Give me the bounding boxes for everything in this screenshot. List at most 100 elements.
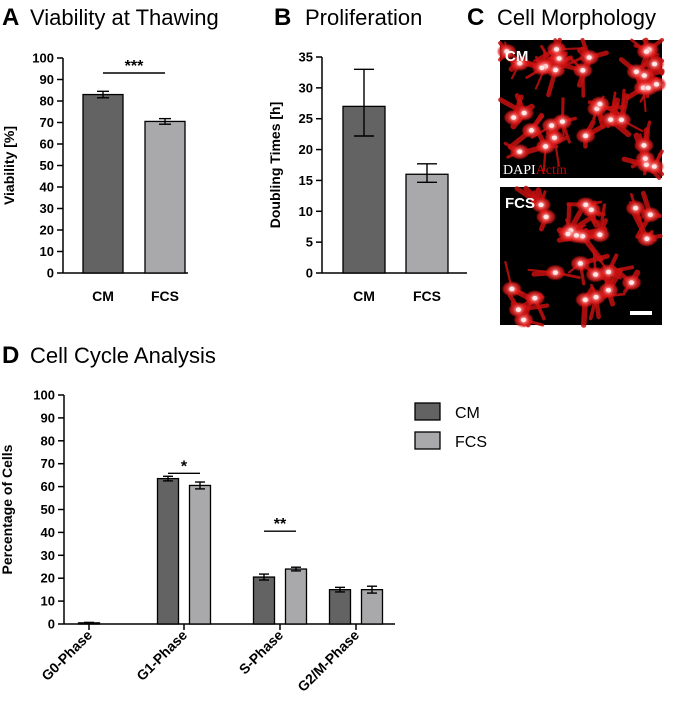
panel-a-title: Viability at Thawing [30, 5, 219, 30]
nucleus [552, 270, 559, 275]
chart-d-bar-fcs [360, 589, 384, 625]
chart-a-y-tick-label: 30 [40, 201, 54, 216]
nucleus [551, 135, 558, 141]
nucleus [632, 205, 639, 211]
chart-d-category-label: G0-Phase [38, 627, 95, 684]
panel-d-title: Cell Cycle Analysis [30, 343, 216, 368]
nucleus [553, 67, 559, 73]
chart-b-y-tick-label: 0 [306, 266, 313, 281]
nucleus [517, 149, 523, 155]
chart-d-y-tick-label: 70 [41, 456, 55, 471]
chart-d-significance-label: ** [274, 516, 287, 533]
nucleus [583, 202, 589, 208]
chart-d-bar-cm [328, 589, 352, 625]
nucleus [642, 156, 648, 161]
chart-d-y-tick-label: 100 [33, 388, 55, 403]
nucleus [647, 212, 653, 218]
nucleus [565, 231, 571, 237]
nucleus [559, 119, 566, 124]
chart-b-category-label: CM [353, 288, 375, 304]
chart-a-category-label: CM [92, 288, 114, 304]
nucleus [532, 295, 538, 301]
chart-d-y-tick-label: 80 [41, 433, 55, 448]
nucleus [641, 73, 647, 78]
nucleus [528, 128, 535, 133]
chart-d-bar-cm [252, 576, 276, 625]
chart-a-y-tick-label: 40 [40, 180, 54, 195]
chart-a-y-tick-label: 80 [40, 94, 54, 109]
chart-d-y-tick-label: 60 [41, 479, 55, 494]
nucleus [645, 85, 651, 91]
nucleus [580, 68, 586, 73]
chart-b-y-tick-label: 20 [299, 142, 313, 157]
chart-a-y-tick-label: 70 [40, 115, 54, 130]
chart-b-y-tick-label: 10 [299, 204, 313, 219]
chart-d-y-tick-label: 10 [41, 594, 55, 609]
nucleus [556, 56, 562, 61]
chart-d-y-tick-label: 30 [41, 548, 55, 563]
chart-b-y-tick-label: 15 [299, 173, 313, 188]
nucleus [641, 143, 647, 148]
chart-d-y-tick-label: 90 [41, 410, 55, 425]
panel-a-header: A Viability at Thawing [2, 4, 219, 31]
micrograph-stain-legend: DAPIActin [503, 163, 567, 178]
panel-a-letter: A [2, 4, 19, 31]
nucleus [509, 286, 515, 292]
chart-a-y-tick-label: 90 [40, 72, 54, 87]
nucleus [651, 61, 658, 67]
nucleus [511, 115, 517, 120]
chart-a-y-tick-label: 60 [40, 137, 54, 152]
chart-d-y-axis-label: Percentage of Cells [0, 444, 15, 574]
chart-b-proliferation: 0 5 10 15 20 25 30 35 Doubling Times [h] CM FCS [267, 50, 467, 304]
chart-d-legend-label-fcs: FCS [455, 434, 487, 451]
nucleus [643, 49, 650, 54]
nucleus [577, 261, 584, 266]
chart-d-y-tick-label: 40 [41, 525, 55, 540]
panel-c-title: Cell Morphology [497, 5, 656, 30]
nucleus [608, 117, 614, 122]
nucleus [573, 233, 580, 238]
panel-c-images: CM DAPIActin FCS [497, 37, 666, 328]
chart-b-y-tick-label: 25 [299, 111, 313, 126]
scale-bar [630, 311, 652, 315]
nucleus [579, 234, 586, 239]
nucleus [515, 307, 522, 312]
chart-d-category-label: G1-Phase [133, 627, 190, 684]
micrograph-cm-cells [497, 37, 666, 180]
chart-d-y-tick-label: 0 [48, 617, 55, 632]
nucleus [593, 294, 599, 300]
panel-c-letter: C [467, 4, 484, 31]
stain-actin-label: Actin [536, 163, 567, 178]
chart-d-significance-label: * [181, 458, 188, 475]
nucleus [543, 144, 549, 149]
chart-a-bar [144, 120, 186, 274]
chart-d-y-tick-label: 50 [41, 502, 55, 517]
chart-b-y-tick-label: 5 [306, 235, 313, 250]
chart-a-y-tick-label: 100 [32, 51, 54, 66]
panel-b-letter: B [274, 4, 291, 31]
nucleus [643, 162, 650, 168]
chart-b-y-tick-label: 30 [299, 80, 313, 95]
micrograph-cm: CM DAPIActin [497, 37, 666, 180]
nucleus [539, 65, 545, 71]
chart-b-category-label: FCS [413, 288, 441, 304]
panel-b-header: B Proliferation [274, 4, 422, 31]
chart-d-category-label: S-Phase [236, 627, 287, 678]
nucleus [588, 207, 594, 213]
nucleus [586, 55, 592, 60]
chart-d-legend-swatch-fcs [414, 431, 441, 450]
chart-b-y-tick-label: 35 [299, 50, 313, 65]
nucleus [653, 82, 660, 87]
panel-b-title: Proliferation [305, 5, 422, 30]
micrograph-cm-label: CM [505, 48, 528, 65]
chart-a-viability: 0 10 20 30 40 50 60 70 80 90 100 Viability [%] CM FCS… [1, 51, 188, 304]
nucleus [605, 287, 612, 293]
nucleus [583, 133, 589, 139]
nucleus [605, 269, 612, 275]
nucleus [548, 123, 555, 128]
micrograph-fcs-cells [502, 185, 663, 328]
stain-dapi-label: DAPI [503, 163, 536, 178]
nucleus [517, 60, 523, 66]
nucleus [543, 214, 549, 220]
